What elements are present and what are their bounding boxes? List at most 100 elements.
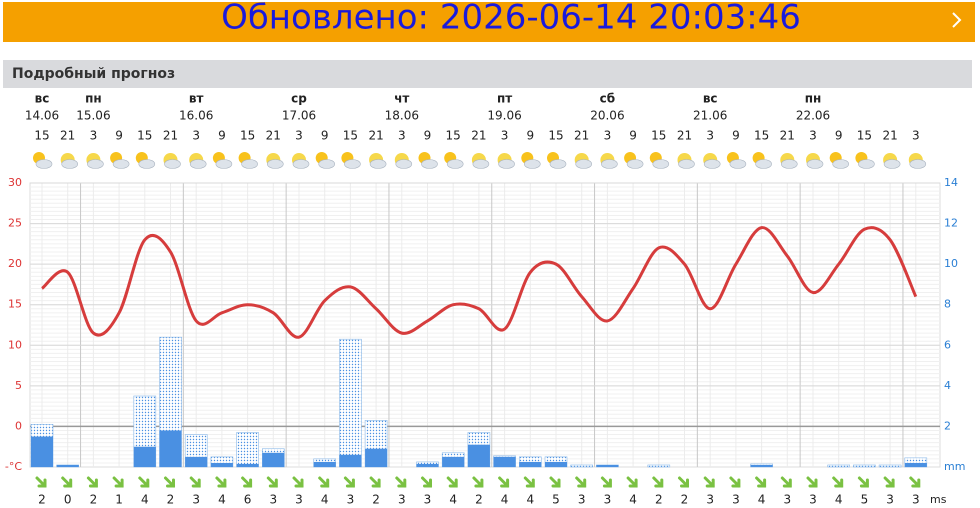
precip-bar — [416, 463, 439, 467]
hour-label: 21 — [368, 129, 383, 143]
wind-arrow — [883, 476, 895, 488]
wind-speed: 2 — [372, 493, 380, 507]
y-tick-label: 20 — [8, 257, 22, 270]
weather-cloud — [446, 159, 464, 169]
hour-label: 21 — [266, 129, 281, 143]
hour-label: 3 — [501, 129, 509, 143]
day-name: вс — [703, 92, 718, 106]
y-tick-label: 30 — [8, 176, 22, 189]
weather-cloud — [112, 159, 130, 169]
wind-arrow — [755, 476, 767, 488]
precip-bar — [339, 454, 362, 467]
day-date: 20.06 — [590, 109, 624, 123]
wind-arrow — [241, 476, 253, 488]
weather-cloud — [35, 159, 53, 169]
wind-arrow — [112, 476, 124, 488]
weather-cloud — [729, 159, 747, 169]
weather-cloud — [523, 159, 541, 169]
wind-arrow — [292, 476, 304, 488]
wind-speed: 0 — [64, 493, 72, 507]
wind-speed: 4 — [141, 493, 149, 507]
hour-label: 3 — [192, 129, 200, 143]
weather-cloud — [215, 159, 233, 169]
wind-arrow — [86, 476, 98, 488]
precip-bar — [313, 461, 336, 467]
wind-speed: 4 — [526, 493, 534, 507]
precip-bar — [545, 461, 567, 467]
wind-arrow — [446, 476, 458, 488]
day-name: сб — [600, 92, 616, 106]
hour-label: 9 — [321, 129, 329, 143]
wind-speed: 6 — [244, 493, 252, 507]
wind-speed: 3 — [578, 493, 586, 507]
banner-text: Обновлено: 2026-06-14 20:03:46 — [221, 0, 801, 38]
weather-cloud — [292, 159, 310, 169]
weather-cloud — [164, 159, 181, 169]
precip-bar — [904, 462, 927, 467]
hour-label: 15 — [754, 129, 769, 143]
day-name: вс — [35, 92, 50, 106]
wind-speed: 3 — [269, 493, 277, 507]
y2-unit: mm — [944, 460, 965, 473]
hour-label: 3 — [809, 129, 817, 143]
precip-bar — [365, 448, 388, 467]
wind-arrow — [472, 476, 484, 488]
y2-tick-label: 10 — [944, 257, 958, 270]
y2-tick-label: 4 — [944, 379, 951, 392]
weather-cloud — [909, 159, 927, 169]
wind-arrow — [909, 476, 921, 488]
wind-speed: 3 — [783, 493, 791, 507]
precip-max-bar — [236, 432, 259, 468]
wind-speed: 3 — [809, 493, 817, 507]
y-tick-label: 25 — [8, 217, 22, 230]
wind-speed: 4 — [321, 493, 329, 507]
temperature-line — [41, 226, 918, 339]
weather-cloud — [832, 159, 850, 169]
banner[interactable] — [3, 2, 975, 42]
wind-arrow — [498, 476, 510, 488]
hour-label: 21 — [882, 129, 897, 143]
wind-speed: 4 — [449, 493, 457, 507]
wind-speed: 5 — [861, 493, 869, 507]
wind-speed: 2 — [475, 493, 483, 507]
weather-cloud — [87, 159, 104, 169]
wind-speed: 3 — [604, 493, 612, 507]
hour-label: 21 — [780, 129, 795, 143]
hour-label: 3 — [706, 129, 714, 143]
weather-cloud — [601, 159, 618, 169]
wind-speed: 2 — [655, 493, 663, 507]
weather-cloud — [395, 159, 413, 169]
y2-tick-label: 14 — [944, 176, 958, 189]
wind-arrow — [575, 476, 587, 488]
wind-unit: ms — [930, 493, 947, 506]
precip-bar — [442, 456, 465, 467]
weather-cloud — [318, 159, 336, 169]
wind-arrow — [729, 476, 741, 488]
precip-max-bar — [878, 464, 902, 468]
weather-cloud — [575, 159, 593, 169]
hour-label: 3 — [90, 129, 98, 143]
hour-label: 3 — [398, 129, 406, 143]
weather-cloud — [549, 159, 567, 169]
precip-bar — [493, 456, 516, 467]
hour-label: 21 — [574, 129, 589, 143]
wind-arrow — [343, 476, 355, 488]
banner-arrow[interactable] — [952, 12, 962, 28]
precip-bar — [750, 464, 773, 467]
wind-arrow — [549, 476, 561, 488]
weather-cloud — [344, 159, 361, 169]
y-tick-label: 5 — [15, 379, 22, 392]
weather-cloud — [883, 159, 901, 169]
y-tick-label: 10 — [8, 338, 22, 351]
weather-cloud — [472, 159, 490, 169]
weather-cloud — [498, 159, 515, 169]
weather-cloud — [266, 159, 284, 169]
hour-label: 15 — [240, 129, 255, 143]
day-name: ср — [291, 92, 307, 106]
day-date: 18.06 — [385, 109, 419, 123]
weather-cloud — [369, 159, 387, 169]
day-date: 17.06 — [282, 109, 316, 123]
wind-arrow — [266, 476, 278, 488]
precip-max-bar — [853, 464, 876, 468]
